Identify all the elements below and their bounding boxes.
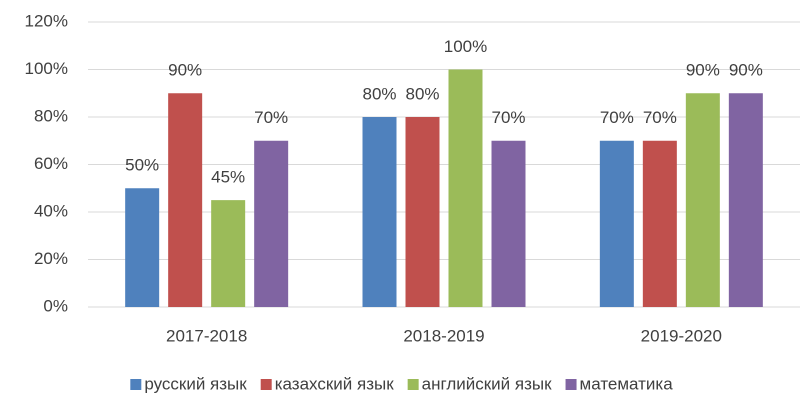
- value-label: 70%: [254, 108, 288, 127]
- value-label: 90%: [686, 61, 720, 80]
- value-label: 50%: [125, 156, 159, 175]
- value-label: 90%: [168, 61, 202, 80]
- legend-label: казахский язык: [275, 374, 395, 393]
- y-tick-label: 40%: [34, 201, 68, 220]
- x-tick-label: 2019-2020: [641, 326, 722, 345]
- y-tick-label: 120%: [25, 11, 68, 30]
- value-label: 90%: [729, 61, 763, 80]
- value-label: 80%: [405, 84, 439, 103]
- bar: [642, 140, 677, 307]
- value-label: 80%: [362, 84, 396, 103]
- x-tick-label: 2018-2019: [403, 326, 484, 345]
- legend-label: математика: [580, 374, 674, 393]
- bar: [728, 93, 763, 307]
- bar: [254, 140, 289, 307]
- legend-label: русский язык: [144, 374, 247, 393]
- legend-swatch: [407, 379, 419, 390]
- y-tick-label: 0%: [43, 296, 68, 315]
- bar: [405, 117, 440, 307]
- y-tick-label: 100%: [25, 59, 68, 78]
- value-label: 70%: [491, 108, 525, 127]
- value-label: 70%: [600, 108, 634, 127]
- legend: русский язык казахский язык английский язы…: [130, 374, 673, 393]
- legend-swatch: [260, 379, 272, 390]
- bar: [685, 93, 720, 307]
- legend-label: английский язык: [422, 374, 552, 393]
- value-label: 100%: [444, 37, 487, 56]
- legend-swatch: [130, 379, 142, 390]
- bar: [599, 140, 634, 307]
- bar: [362, 117, 397, 307]
- y-tick-label: 80%: [34, 106, 68, 125]
- bar: [168, 93, 203, 307]
- value-label: 70%: [643, 108, 677, 127]
- bar: [211, 200, 246, 307]
- value-label: 45%: [211, 168, 245, 187]
- bar: [448, 69, 483, 307]
- bar: [125, 188, 160, 307]
- legend-swatch: [565, 379, 577, 390]
- bar: [491, 140, 526, 307]
- x-tick-label: 2017-2018: [166, 326, 247, 345]
- y-tick-label: 20%: [34, 249, 68, 268]
- y-tick-label: 60%: [34, 154, 68, 173]
